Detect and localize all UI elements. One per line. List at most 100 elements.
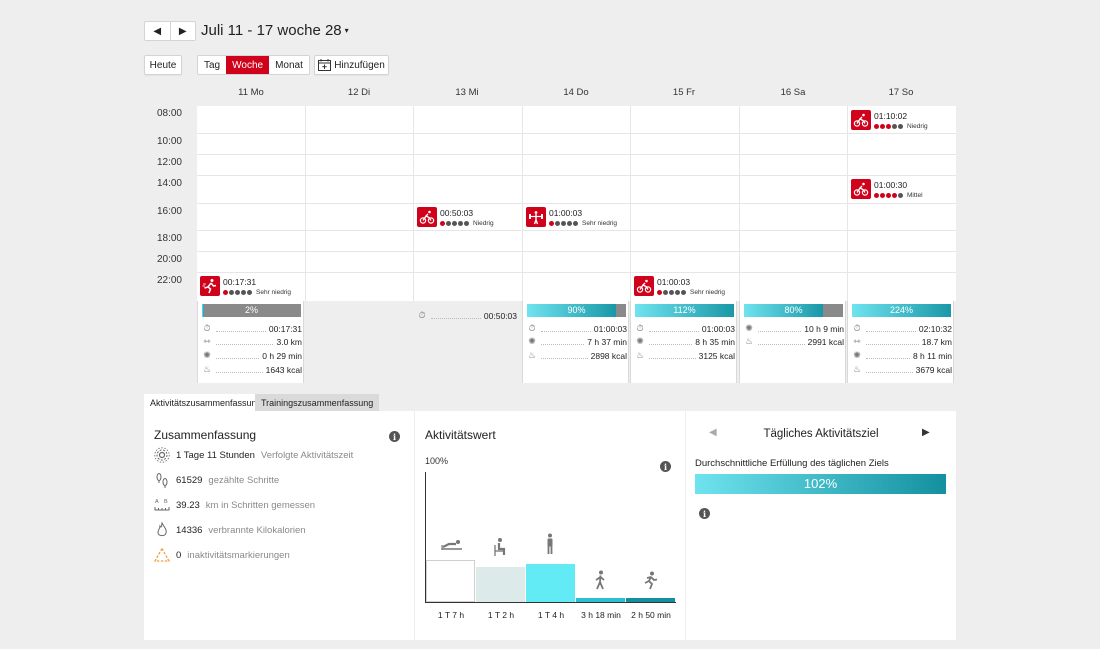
- calories-value: 3679 kcal: [915, 364, 952, 375]
- view-tab-week[interactable]: Woche: [226, 56, 270, 74]
- duration-value: 02:10:32: [918, 323, 952, 334]
- day-header-sun: 17 So: [888, 87, 914, 98]
- daily-goal-bar: 102%: [695, 474, 946, 494]
- y-axis-top-label: 100%: [425, 456, 449, 466]
- view-tab-day[interactable]: Tag: [204, 59, 221, 71]
- intensity-indicator: Sehr niedrig: [657, 288, 725, 297]
- calendar-event[interactable]: 00:50:03 Niedrig: [417, 207, 494, 228]
- time-label: 08:00: [156, 108, 182, 119]
- view-tab-month[interactable]: Monat: [275, 59, 303, 71]
- stopwatch-icon: ⏱: [203, 323, 211, 333]
- active-time-row: ✺ 8 h 35 min: [634, 335, 735, 348]
- summary-value: 0: [176, 549, 182, 561]
- day-summary[interactable]: 224% ⏱ 02:10:32 ⇿ 18.7 km ✺ 8 h 11 min ♨ 367…: [847, 301, 954, 383]
- walking-icon: [595, 570, 605, 590]
- active-time-value: 8 h 35 min: [695, 336, 735, 347]
- daily-summary-row: 2% ⏱ 00:17:31 ⇿ 3.0 km ✺ 0 h 29 min ♨ 1643 k…: [197, 301, 956, 383]
- intensity-label: Niedrig: [907, 123, 928, 130]
- stopwatch-icon: ⏱: [528, 323, 536, 333]
- daily-goal-value: 102%: [803, 476, 838, 491]
- calendar-event[interactable]: 01:00:30 Mittel: [851, 179, 923, 200]
- day-summary[interactable]: 112% ⏱ 01:00:03 ✺ 8 h 35 min ♨ 3125 kcal: [630, 301, 737, 383]
- summary-row: 0 inaktivitätsmarkierungen: [154, 547, 290, 563]
- duration-row: ⏱ 02:10:32: [851, 322, 952, 335]
- x-tick-label: 1 T 7 h: [437, 610, 465, 620]
- activity-bar-lying: [426, 560, 475, 602]
- calendar-event[interactable]: 00:17:31 Sehr niedrig: [200, 276, 291, 297]
- next-week-button[interactable]: ▶: [169, 22, 196, 40]
- info-icon[interactable]: i: [660, 461, 671, 472]
- period-selector[interactable]: Juli 11 - 17 woche 28 ▾: [201, 22, 349, 39]
- goal-percent: 2%: [244, 305, 258, 315]
- goal-progress-fill: [527, 304, 617, 317]
- calories-value: 1643 kcal: [265, 364, 302, 375]
- info-icon[interactable]: i: [389, 431, 400, 442]
- activity-time-icon: ✺: [528, 336, 536, 346]
- previous-goal-button[interactable]: ◀: [709, 427, 717, 438]
- summary-label: km in Schritten gemessen: [205, 499, 316, 511]
- day-summary[interactable]: 90% ⏱ 01:00:03 ✺ 7 h 37 min ♨ 2898 kcal: [522, 301, 629, 383]
- day-summary[interactable]: 80% ✺ 10 h 9 min ♨ 2991 kcal: [739, 301, 846, 383]
- day-summary[interactable]: ⏱ 00:50:03: [413, 301, 520, 383]
- x-tick-label: 2 h 50 min: [631, 610, 671, 620]
- goal-progress-bar: 224%: [852, 304, 951, 317]
- day-header-tue: 12 Di: [347, 87, 371, 98]
- goal-progress-bar: 112%: [635, 304, 734, 317]
- inactivity-icon: [154, 547, 170, 563]
- goal-percent: 90%: [567, 305, 586, 315]
- previous-week-button[interactable]: ◀: [153, 25, 162, 37]
- duration-row: ⏱ 00:50:03: [416, 309, 517, 322]
- activity-bar-standing: [526, 564, 575, 602]
- week-calendar-grid[interactable]: [197, 106, 956, 301]
- daily-goal-panel: [686, 411, 956, 640]
- calories-row: ♨ 2991 kcal: [743, 335, 844, 348]
- day-summary[interactable]: 2% ⏱ 00:17:31 ⇿ 3.0 km ✺ 0 h 29 min ♨ 1643 k…: [197, 301, 304, 383]
- goal-progress-fill: [744, 304, 824, 317]
- calendar-event[interactable]: 01:00:03 Sehr niedrig: [526, 207, 617, 228]
- active-time-value: 7 h 37 min: [587, 336, 627, 347]
- stopwatch-icon: ⏱: [853, 323, 861, 333]
- event-duration: 00:50:03: [440, 208, 474, 218]
- time-label: 12:00: [156, 157, 182, 168]
- week-navigation: ◀ ▶: [144, 21, 196, 41]
- tab-activity-summary[interactable]: Aktivitätszusammenfassung: [144, 394, 268, 411]
- calories-icon: ♨: [527, 350, 537, 360]
- intensity-label: Sehr niedrig: [582, 220, 618, 227]
- calories-row: ♨ 1643 kcal: [201, 363, 302, 376]
- add-label: Hinzufügen: [334, 59, 385, 71]
- duration-value: 00:17:31: [268, 323, 302, 334]
- cycling-icon: [417, 207, 437, 227]
- calendar-event[interactable]: 01:00:03 Sehr niedrig: [634, 276, 725, 297]
- calendar-event[interactable]: 01:10:02 Niedrig: [851, 110, 928, 131]
- summary-value: 39.23: [176, 499, 200, 511]
- info-icon[interactable]: i: [699, 508, 710, 519]
- intensity-indicator: Sehr niedrig: [223, 288, 291, 297]
- today-button[interactable]: Heute: [144, 55, 182, 75]
- day-header-sat: 16 Sa: [780, 87, 806, 98]
- tab-training-summary[interactable]: Trainingszusammenfassung: [255, 394, 380, 411]
- active-time-row: ✺ 0 h 29 min: [201, 349, 302, 362]
- distance-value: 18.7 km: [921, 336, 952, 347]
- add-button[interactable]: Hinzufügen: [314, 55, 389, 75]
- goal-progress-fill: [202, 304, 204, 317]
- active-time-row: ✺ 10 h 9 min: [743, 322, 844, 335]
- x-tick-label: 3 h 18 min: [581, 610, 621, 620]
- summary-panel: [144, 411, 414, 640]
- stopwatch-icon: ⏱: [636, 323, 644, 333]
- event-duration: 01:00:03: [549, 208, 583, 218]
- intensity-indicator: Niedrig: [440, 219, 494, 228]
- distance-row: ⇿ 3.0 km: [201, 335, 302, 348]
- next-goal-button[interactable]: ▶: [922, 427, 930, 438]
- duration-row: ⏱ 01:00:03: [526, 322, 627, 335]
- cycling-icon: [851, 179, 871, 199]
- activity-time-icon: ✺: [853, 350, 861, 360]
- x-tick-label: 1 T 2 h: [487, 610, 515, 620]
- lying-icon: [441, 540, 462, 550]
- day-header-mon: 11 Mo: [238, 87, 264, 98]
- summary-label: Verfolgte Aktivitätszeit: [260, 449, 354, 461]
- grid-divider: [197, 230, 956, 231]
- goal-progress-fill: [635, 304, 734, 317]
- x-tick-label: 1 T 4 h: [537, 610, 565, 620]
- grid-divider: [197, 175, 956, 176]
- chart-x-axis: [425, 602, 676, 603]
